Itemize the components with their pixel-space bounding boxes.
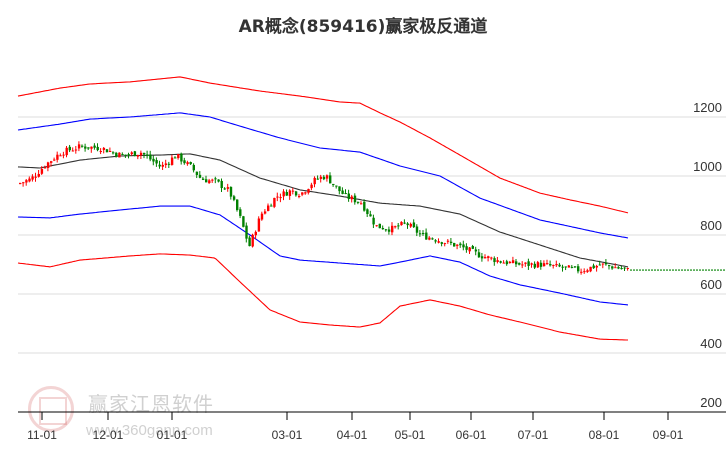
chart-title: AR概念(859416)赢家极反通道: [238, 17, 488, 37]
y-tick-label: 800: [700, 218, 722, 233]
y-tick-label: 400: [700, 336, 722, 351]
watermark-logo-icon: [28, 386, 74, 432]
x-tick-label: 05-01: [394, 428, 426, 442]
y-tick-label: 200: [700, 395, 722, 410]
x-tick-label: 11-01: [27, 428, 57, 442]
watermark-url: www.360gann.com: [86, 422, 213, 439]
x-tick-label: 12-01: [92, 428, 124, 442]
x-tick-label: 09-01: [652, 428, 684, 442]
x-tick-label: 06-01: [455, 428, 487, 442]
gridlines: [18, 116, 726, 354]
x-tick-label: 07-01: [517, 428, 549, 442]
x-tick-label: 03-01: [271, 428, 303, 442]
y-tick-label: 1200: [693, 100, 722, 115]
channel-bands: [17, 76, 726, 341]
y-tick-label: 1000: [693, 159, 722, 174]
candlesticks: [19, 141, 629, 275]
x-tick-label: 04-01: [336, 428, 368, 442]
x-tick-label: 08-01: [588, 428, 620, 442]
x-axis: [18, 411, 726, 420]
y-tick-label: 600: [700, 277, 722, 292]
x-tick-label: 01-01: [156, 428, 188, 442]
